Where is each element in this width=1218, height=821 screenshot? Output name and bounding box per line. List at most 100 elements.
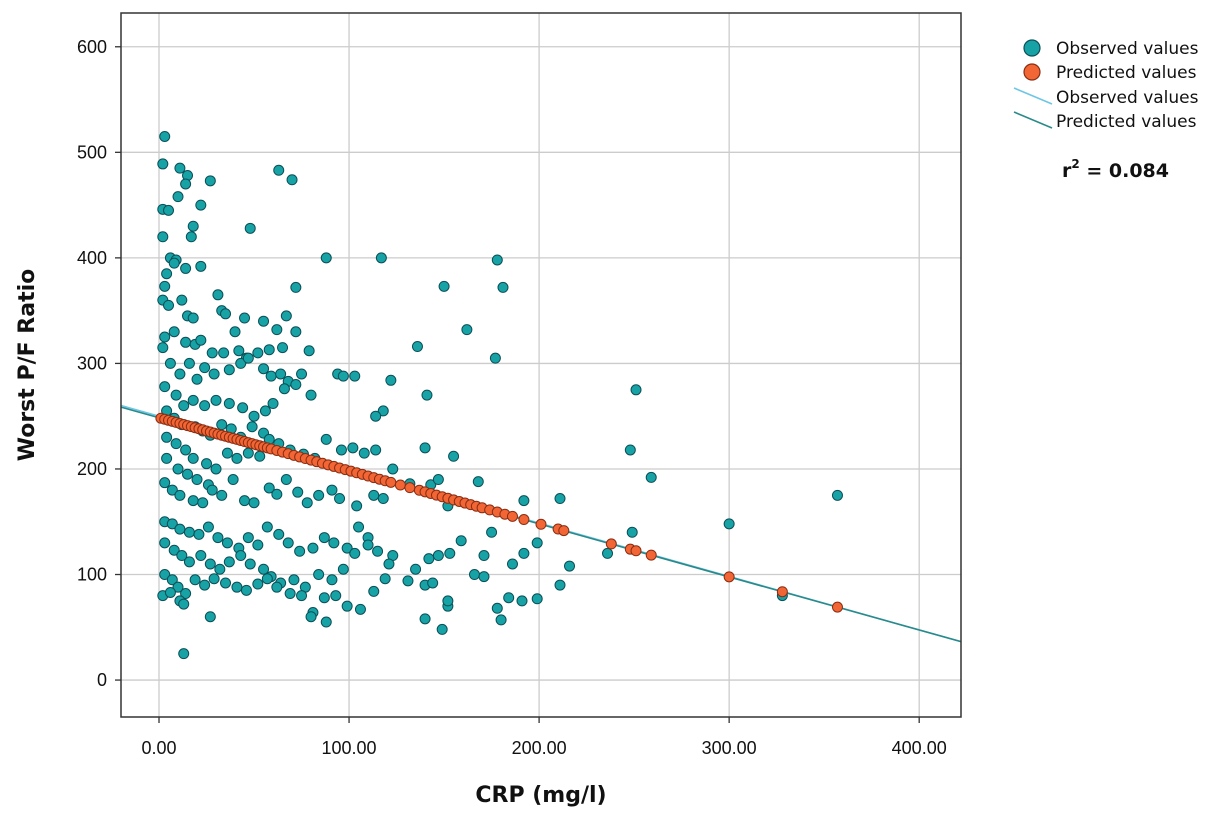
observed-point: [199, 362, 211, 374]
observed-point: [423, 553, 435, 565]
observed-point: [197, 497, 209, 509]
observed-point: [261, 573, 273, 585]
observed-point: [237, 402, 249, 414]
observed-point: [370, 410, 382, 422]
observed-point: [208, 368, 220, 380]
observed-point: [282, 537, 294, 549]
observed-point: [275, 368, 287, 380]
observed-point: [195, 550, 207, 562]
observed-point: [248, 497, 260, 509]
observed-point: [168, 326, 180, 338]
y-tick-label: 400: [77, 248, 107, 268]
observed-point: [204, 558, 216, 570]
observed-point: [164, 357, 176, 369]
observed-point: [372, 545, 384, 557]
observed-point: [182, 468, 194, 480]
observed-point: [301, 497, 313, 509]
observed-point: [183, 526, 195, 538]
predicted-point: [723, 571, 735, 583]
observed-point: [239, 312, 251, 324]
observed-point: [379, 573, 391, 585]
observed-point: [261, 521, 273, 533]
observed-point: [157, 231, 169, 243]
observed-points: [157, 130, 843, 660]
observed-point: [163, 299, 175, 311]
legend-label: Observed values: [1056, 39, 1199, 59]
observed-point: [174, 489, 186, 501]
observed-point: [320, 616, 332, 628]
observed-point: [202, 521, 214, 533]
observed-point: [193, 528, 205, 540]
observed-point: [518, 495, 530, 507]
observed-point: [180, 178, 192, 190]
predicted-point: [394, 479, 406, 491]
observed-point: [288, 574, 300, 586]
observed-point: [170, 389, 182, 401]
observed-point: [554, 579, 566, 591]
x-tick-label: 200.00: [512, 738, 567, 758]
r-squared-value: = 0.084: [1080, 160, 1169, 182]
observed-point: [218, 347, 230, 359]
observed-point: [195, 334, 207, 346]
observed-point: [271, 581, 283, 593]
observed-point: [223, 364, 235, 376]
observed-point: [221, 447, 233, 459]
observed-point: [387, 463, 399, 475]
observed-point: [630, 384, 642, 396]
observed-point: [185, 231, 197, 243]
observed-point: [347, 442, 359, 454]
y-tick-label: 300: [77, 353, 107, 373]
observed-point: [210, 394, 222, 406]
observed-point: [233, 345, 245, 357]
observed-point: [163, 204, 175, 216]
observed-point: [503, 592, 515, 604]
observed-point: [602, 547, 614, 559]
observed-point: [239, 495, 251, 507]
observed-point: [438, 280, 450, 292]
observed-point: [320, 252, 332, 264]
observed-point: [252, 539, 264, 551]
legend-line-predicted: [1013, 111, 1053, 129]
y-tick-label: 200: [77, 459, 107, 479]
observed-point: [461, 324, 473, 336]
predicted-point: [831, 601, 843, 613]
observed-point: [170, 438, 182, 450]
observed-point: [554, 493, 566, 505]
observed-point: [478, 571, 490, 583]
observed-point: [161, 431, 173, 443]
x-tick-label: 100.00: [322, 738, 377, 758]
observed-point: [368, 489, 380, 501]
observed-point: [278, 383, 290, 395]
y-tick-label: 0: [97, 670, 107, 690]
y-axis-title: Worst P/F Ratio: [15, 269, 40, 462]
observed-point: [358, 447, 370, 459]
observed-point: [723, 518, 735, 530]
observed-point: [204, 611, 216, 623]
observed-point: [201, 458, 213, 470]
observed-point: [227, 474, 239, 486]
observed-point: [506, 558, 518, 570]
observed-point: [303, 345, 315, 357]
observed-point: [216, 489, 228, 501]
observed-point: [495, 614, 507, 626]
observed-point: [318, 592, 330, 604]
observed-point: [320, 433, 332, 445]
observed-point: [362, 539, 374, 551]
observed-point: [313, 489, 325, 501]
observed-point: [161, 452, 173, 464]
observed-point: [370, 444, 382, 456]
observed-point: [432, 550, 444, 562]
observed-point: [159, 280, 171, 292]
observed-point: [351, 500, 363, 512]
observed-point: [221, 537, 233, 549]
observed-point: [277, 342, 289, 354]
observed-point: [244, 558, 256, 570]
observed-point: [259, 405, 271, 417]
observed-point: [531, 593, 543, 605]
observed-point: [180, 444, 192, 456]
observed-point: [436, 623, 448, 635]
observed-point: [195, 199, 207, 211]
observed-point: [626, 526, 638, 538]
observed-point: [242, 532, 254, 544]
